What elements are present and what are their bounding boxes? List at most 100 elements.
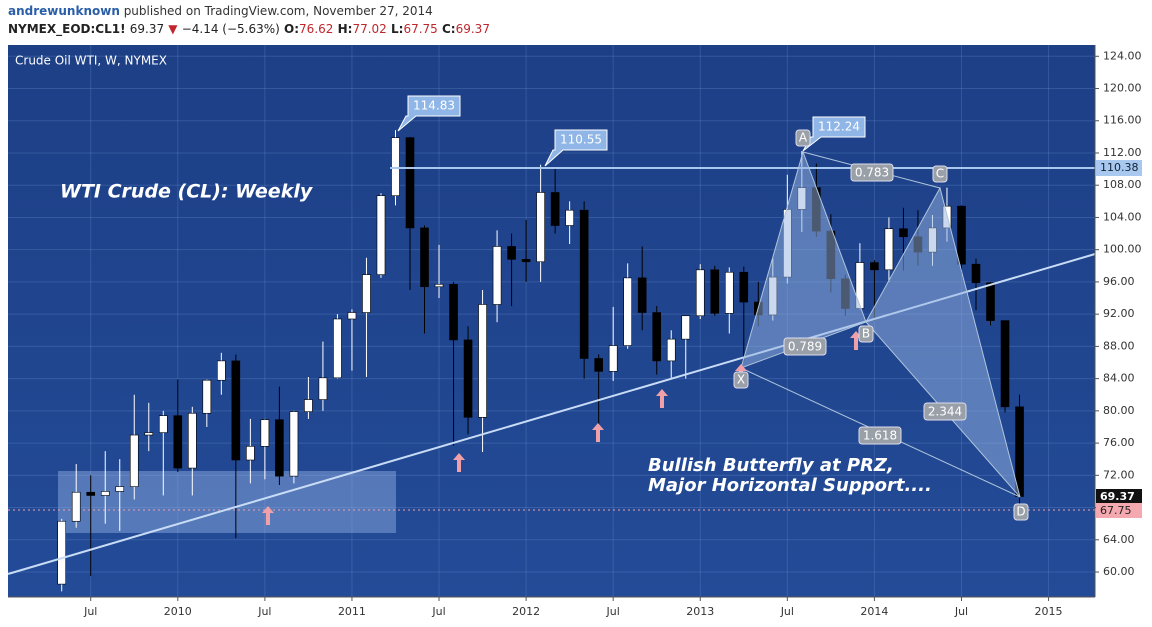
high: 77.02	[352, 22, 387, 36]
point-label: D	[1016, 505, 1025, 519]
candle-body	[376, 195, 386, 275]
candle-body	[246, 446, 255, 461]
y-tick-label: 76.00	[1103, 436, 1135, 449]
candle-body	[724, 271, 734, 314]
published: published on TradingView.com, November 2…	[123, 4, 433, 18]
y-tick-label: 88.00	[1103, 339, 1135, 352]
x-tick-label: Jul	[83, 605, 97, 618]
candle-body	[434, 284, 444, 288]
ratio-label: 1.618	[863, 429, 897, 443]
x-tick-label: 2014	[860, 605, 888, 618]
x-tick-label: Jul	[606, 605, 620, 618]
candle-body	[507, 246, 516, 260]
candle-body	[405, 137, 415, 229]
candle-body	[710, 269, 720, 314]
candle-body	[899, 228, 908, 238]
candle-body	[521, 259, 531, 263]
arrow	[262, 506, 274, 525]
y-tick-label: 96.00	[1103, 275, 1135, 288]
arrow	[453, 453, 465, 472]
point-box	[932, 165, 948, 183]
x-tick-label: 2013	[686, 605, 714, 618]
callout-label: 112.24	[818, 120, 860, 134]
ratio-box	[923, 402, 967, 421]
y-tick-label: 120.00	[1103, 82, 1142, 95]
candle-body	[1000, 320, 1010, 408]
ratio-label: 0.789	[788, 340, 822, 354]
arrow	[656, 389, 668, 408]
candle-body	[579, 209, 589, 359]
chart-title: Crude Oil WTI, W, NYMEX	[15, 54, 167, 68]
low-label: L:	[390, 22, 404, 36]
candle-body	[202, 379, 212, 414]
x-tick-label: Jul	[431, 605, 445, 618]
annotations: Crude Oil WTI, W, NYMEX WTI Crude (CL): …	[7, 54, 1096, 575]
x-tick-label: 2010	[164, 605, 192, 618]
change: −4.14 (−5.63%)	[181, 22, 280, 36]
candle-body	[594, 358, 603, 372]
y-tick-label: 92.00	[1103, 307, 1135, 320]
arrow	[592, 423, 604, 442]
note: Bullish Butterfly at PRZ,	[648, 455, 894, 476]
candle-body	[420, 227, 429, 288]
arrow: ▼	[168, 22, 178, 36]
candle-body	[623, 277, 632, 346]
support-arrows	[262, 331, 862, 525]
close-label: C:	[441, 22, 456, 36]
price-label: 110.38	[1100, 161, 1139, 174]
candle-body	[71, 491, 81, 522]
point-box	[1013, 503, 1029, 521]
candle-body	[115, 486, 125, 492]
candle-body	[884, 228, 894, 271]
candle-body	[217, 360, 226, 381]
callout-label: 114.83	[413, 99, 455, 113]
point-label: A	[799, 131, 808, 145]
candle-body	[463, 339, 473, 418]
close: 69.37	[455, 22, 490, 36]
price-label: 69.37	[1100, 490, 1135, 503]
symbol: NYMEX_EOD:CL1!	[8, 22, 126, 36]
publish-line: andrewunknown published on TradingView.c…	[8, 2, 490, 20]
y-tick-label: 64.00	[1103, 533, 1135, 546]
support-zone	[58, 471, 396, 533]
price-label-box	[1096, 160, 1142, 176]
candle-body	[870, 262, 879, 271]
candle-body	[173, 415, 183, 469]
x-tick-label: Jul	[257, 605, 271, 618]
ratio-box	[858, 426, 902, 445]
callout-label: 110.55	[560, 133, 602, 147]
price-label: 67.75	[1100, 504, 1132, 517]
author[interactable]: andrewunknown	[8, 4, 120, 18]
candle-body	[318, 377, 328, 400]
note: Major Horizontal Support....	[648, 475, 932, 496]
callout	[397, 95, 461, 132]
candle-body	[129, 434, 139, 487]
candle-body	[289, 411, 299, 477]
y-tick-label: 60.00	[1103, 565, 1135, 578]
y-tick-label: 84.00	[1103, 372, 1135, 385]
point-label: C	[936, 167, 944, 181]
candle-body	[86, 491, 96, 496]
candle-body	[260, 419, 270, 447]
x-tick-label: Jul	[780, 605, 794, 618]
candle-body	[492, 246, 502, 305]
candle-body	[362, 274, 371, 313]
candle-body	[957, 205, 966, 265]
ratio-box	[850, 163, 894, 182]
candle-body	[652, 312, 662, 362]
point-box	[733, 371, 749, 389]
y-tick-label: 80.00	[1103, 404, 1135, 417]
y-tick-label: 112.00	[1103, 146, 1142, 159]
candle-body	[57, 520, 66, 585]
y-tick-label: 116.00	[1103, 114, 1142, 127]
candle-body	[681, 315, 691, 340]
candle-body	[391, 137, 400, 196]
candle-body	[666, 338, 676, 362]
price-label-box	[1096, 489, 1142, 505]
ratio-label: 2.344	[928, 405, 962, 419]
candle-body	[565, 209, 574, 226]
candle-body	[449, 284, 458, 341]
y-tick-label: 108.00	[1103, 178, 1142, 191]
ratio-box	[783, 337, 827, 356]
